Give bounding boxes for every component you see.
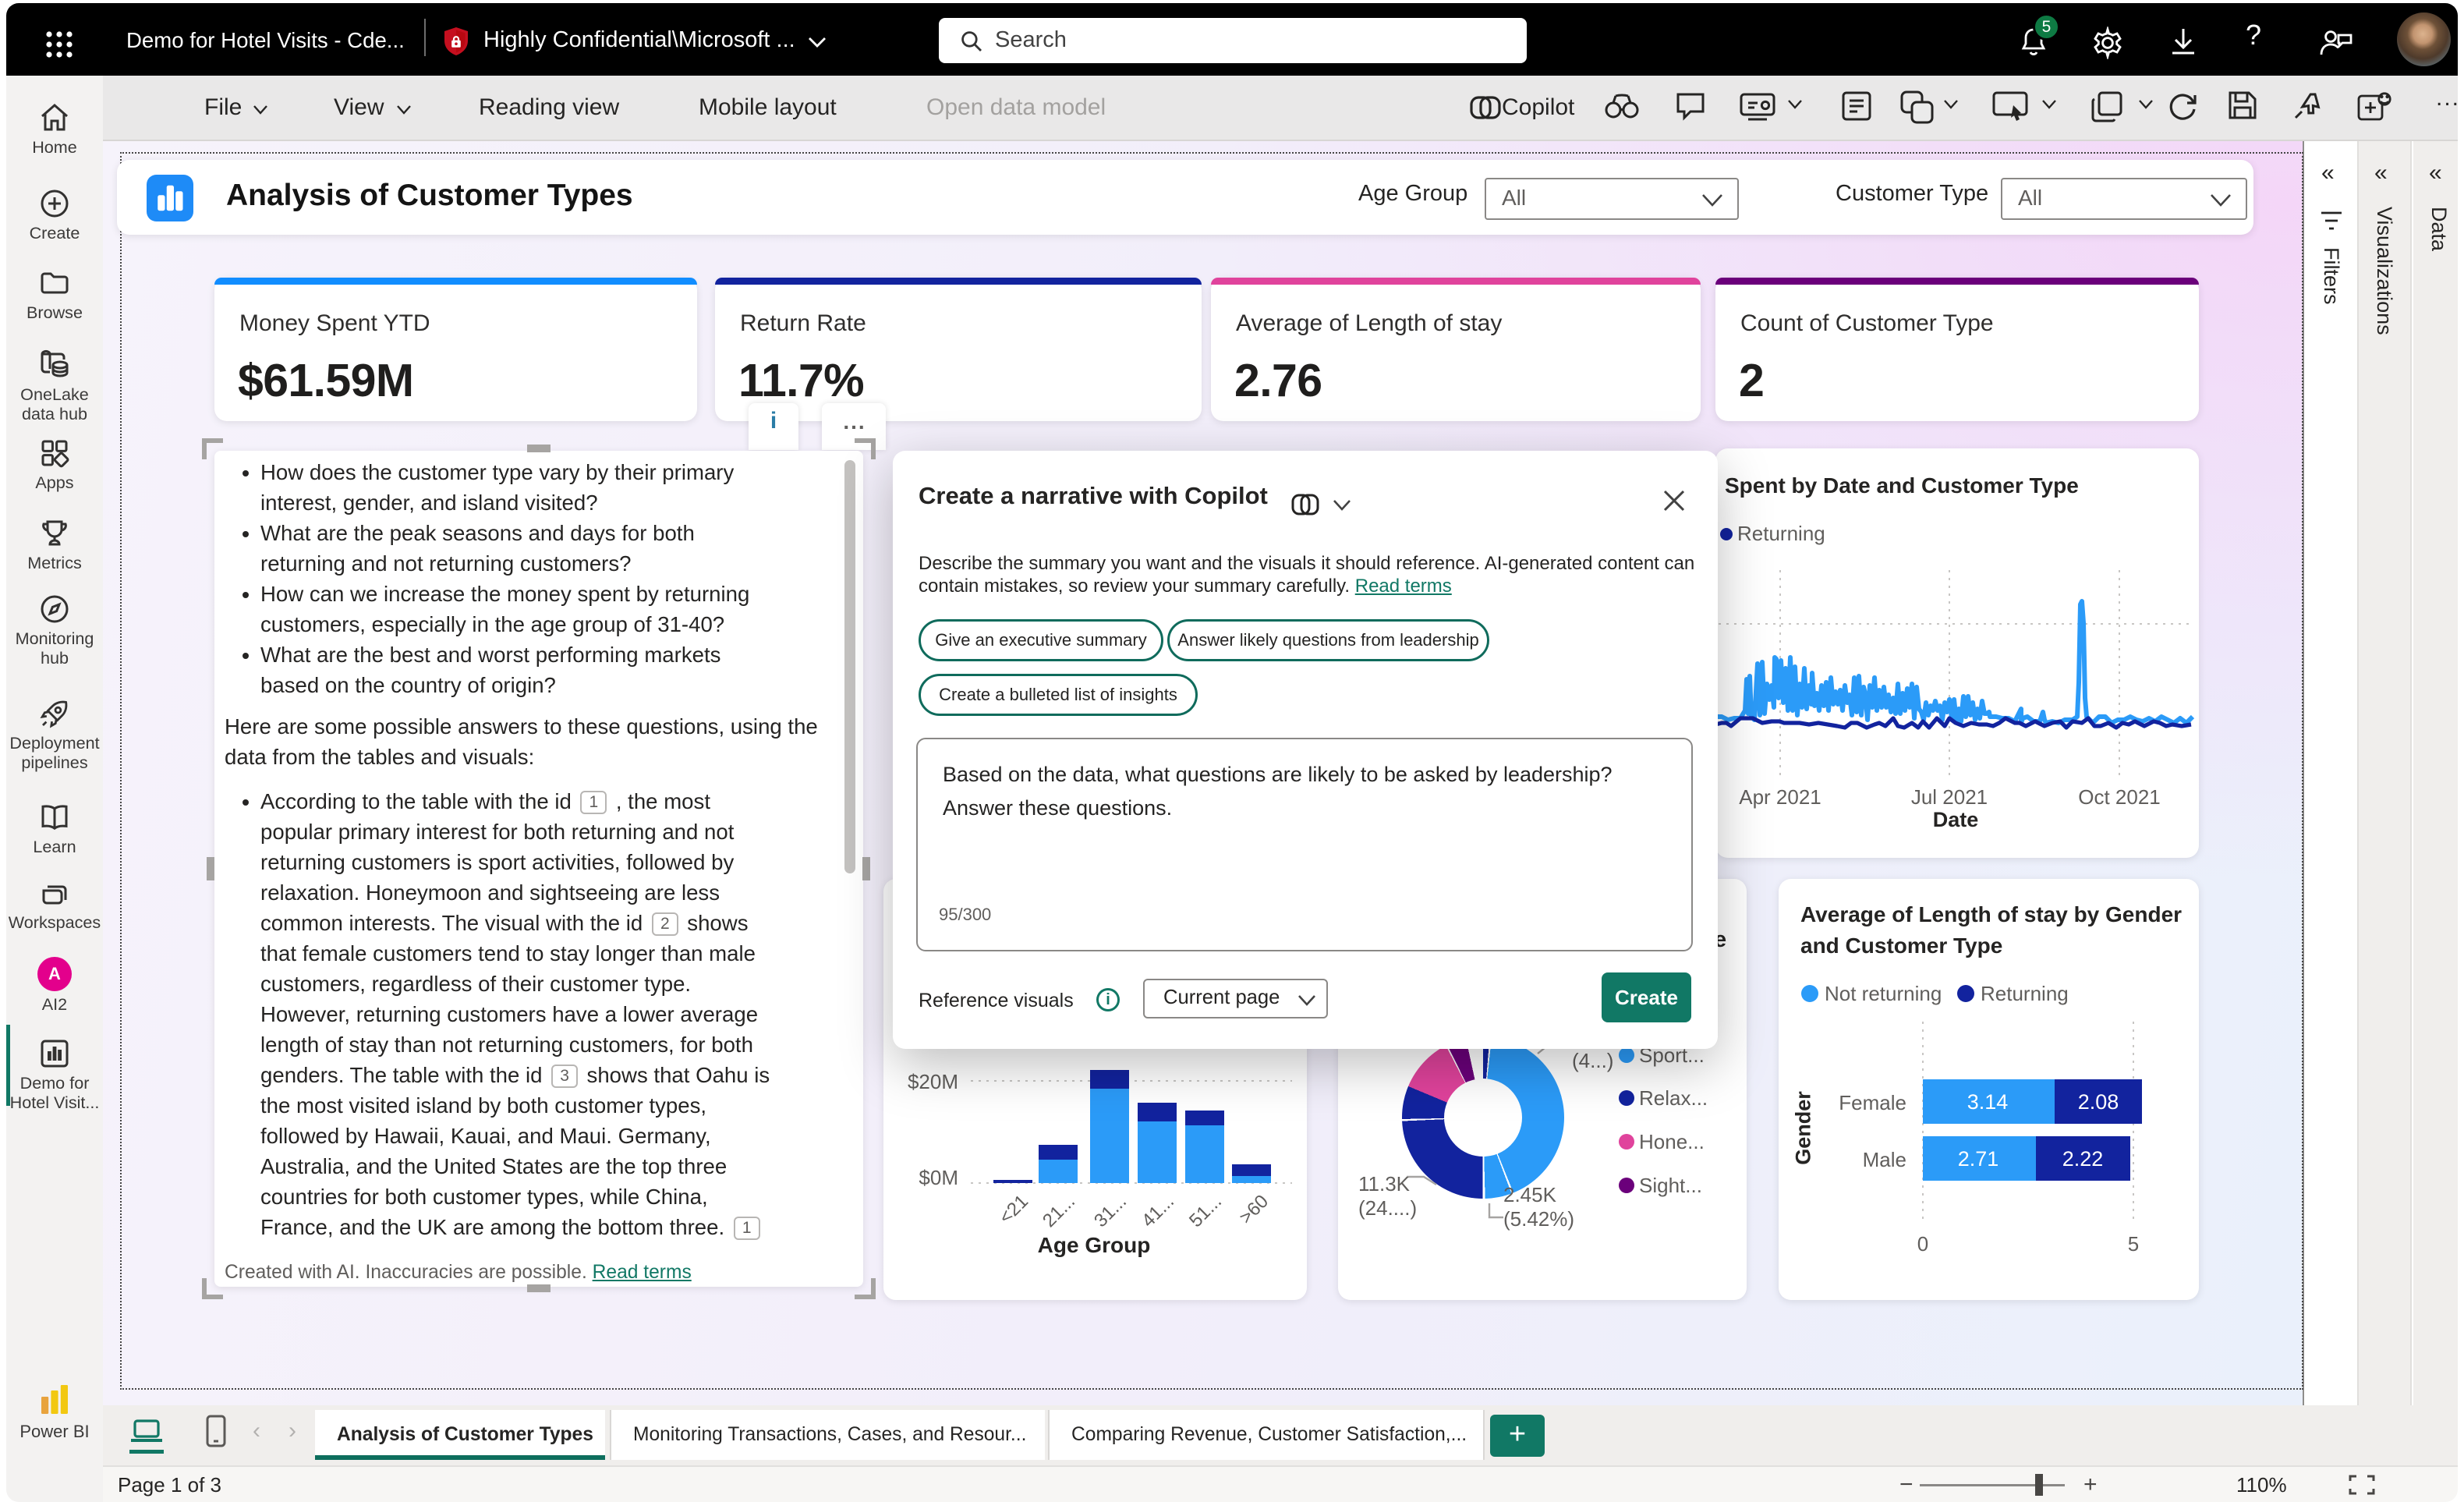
svg-text:2.08: 2.08 (2078, 1090, 2119, 1114)
svg-text:2.22: 2.22 (2062, 1147, 2104, 1171)
svg-text:2.71: 2.71 (1958, 1147, 1999, 1171)
svg-text:3.14: 3.14 (1967, 1090, 2009, 1114)
